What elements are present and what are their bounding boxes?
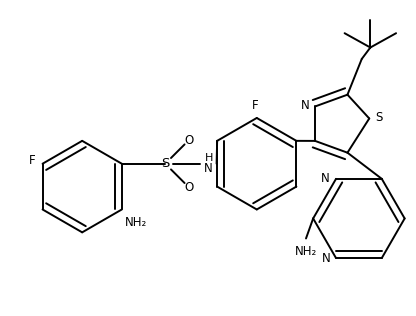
Text: NH₂: NH₂ <box>125 216 147 229</box>
Text: NH₂: NH₂ <box>295 245 317 258</box>
Text: S: S <box>161 157 169 170</box>
Text: N: N <box>301 99 310 112</box>
Text: N: N <box>322 252 331 264</box>
Text: O: O <box>184 181 193 194</box>
Text: N: N <box>204 161 213 174</box>
Text: F: F <box>252 99 259 112</box>
Text: F: F <box>29 154 36 167</box>
Text: N: N <box>321 172 329 185</box>
Text: H: H <box>205 153 213 163</box>
Text: S: S <box>375 111 382 124</box>
Text: O: O <box>184 134 193 147</box>
